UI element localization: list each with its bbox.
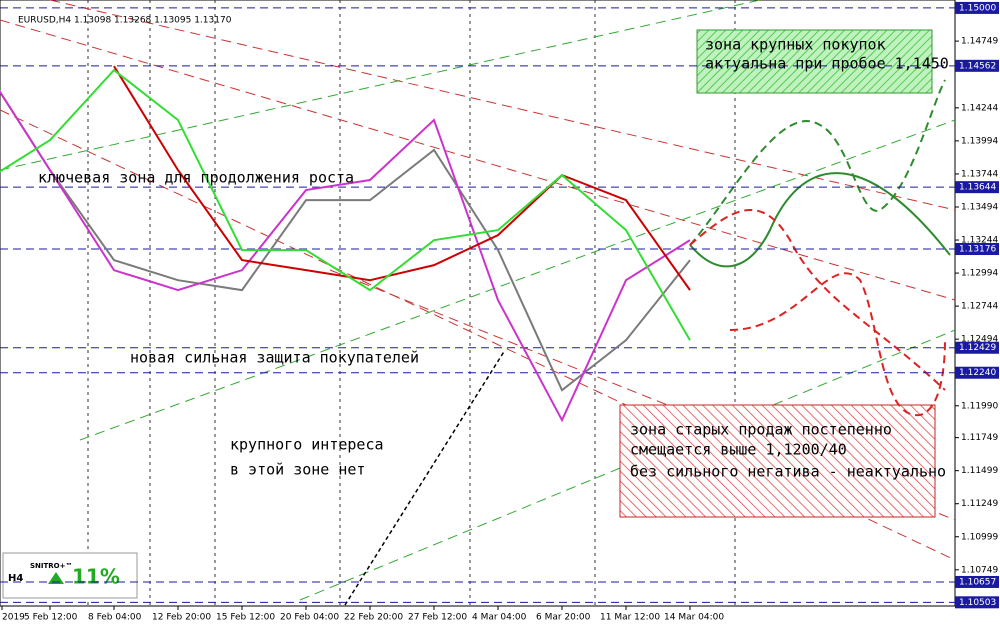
y-tick-label: 1.13994 [961,136,998,146]
annotation: крупного интереса [230,436,384,454]
y-tick-label: 1.12494 [961,335,998,345]
x-tick-label: 22 Feb 20:00 [344,613,403,623]
y-tick-label: 1.13244 [961,236,998,246]
badge-arrow [48,572,64,584]
level-label: 1.14562 [959,61,996,71]
level-label: 1.12240 [959,368,996,378]
x-tick-label: 5 Feb 12:00 [24,613,78,623]
annotation: зона крупных покупок [705,36,886,54]
level-box [955,575,999,588]
level-box [955,243,999,256]
level-box [955,59,999,72]
buy-zone [696,29,933,94]
vertical-separators [87,0,736,606]
sell-zone [619,404,936,518]
annotation: ключевая зона для продолжения роста [38,169,354,187]
level-label: 1.13644 [959,183,996,193]
x-tick-label: 6 Mar 20:00 [536,613,591,623]
level-box [955,341,999,354]
level-label: 1.15000 [959,3,996,13]
y-tick-label: 1.11249 [961,499,998,509]
y-tick-label: 1.14749 [961,37,998,47]
y-tick-label: 1.10749 [961,565,998,575]
x-tick-label: 15 Feb 12:00 [216,613,275,623]
badge-timeframe: H4 [8,573,23,584]
forecast-paths [344,79,951,606]
y-tick-label: 1.12994 [961,269,998,279]
x-tick-label: 4 Mar 04:00 [472,613,527,623]
y-tick-label: 1.11990 [961,401,998,411]
level-label: 1.13176 [959,245,996,255]
x-tick-label: 14 Mar 04:00 [664,613,724,623]
x-tick-label: 11 Mar 12:00 [600,613,660,623]
x-tick-label: 2019 [2,613,25,623]
level-box [955,181,999,194]
annotation: без сильного негатива - неактуально [630,463,946,481]
series-line [0,90,691,392]
annotation: новая сильная защита покупателей [130,349,419,367]
level-label: 1.10657 [959,577,996,587]
series-line [0,68,691,341]
x-tick-label: 20 Feb 04:00 [280,613,339,623]
badge [2,552,138,599]
annotation: смещается выше 1,1200/40 [630,441,847,459]
y-tick-label: 1.13494 [961,202,998,212]
annotation: актуальна при пробое 1,1450 [705,55,949,73]
series-line [113,65,691,291]
x-tick-label: 27 Feb 12:00 [408,613,467,623]
series-line [0,90,691,423]
badge-value: 11% [72,565,120,589]
y-tick-label: 1.10999 [961,532,998,542]
y-tick-label: 1.11749 [961,433,998,443]
level-label: 1.12429 [959,343,996,353]
level-box [955,1,999,14]
symbol-header: EURUSD,H4 1.13098 1.13268 1.13095 1.1317… [18,16,232,26]
badge-title: SNITRO+™ [30,562,73,570]
channel-lines [0,0,956,601]
y-tick-label: 1.14244 [961,103,998,113]
annotation: в этой зоне нет [230,461,365,479]
level-box [955,596,999,609]
y-tick-label: 1.12744 [961,302,998,312]
x-tick-label: 8 Feb 04:00 [88,613,142,623]
y-tick-label: 1.11499 [961,466,998,476]
level-label: 1.10503 [959,598,996,608]
level-box [955,366,999,379]
x-tick-label: 12 Feb 20:00 [152,613,211,623]
y-tick-label: 1.13744 [961,169,998,179]
annotation: зона старых продаж постепенно [630,421,892,439]
